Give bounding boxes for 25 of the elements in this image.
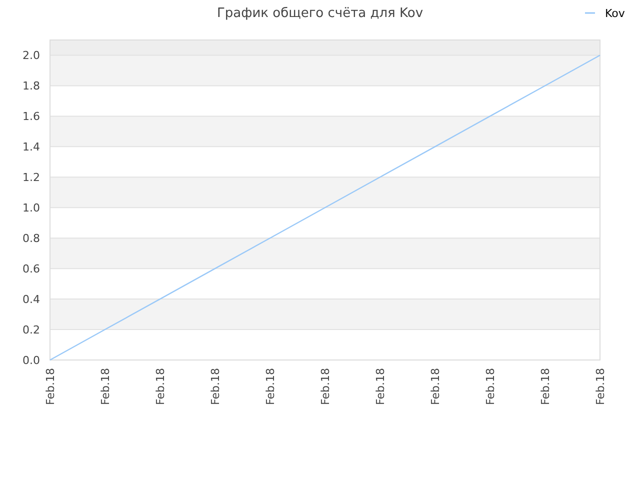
- line-series: [49, 54, 601, 361]
- x-tick-label: Feb.18: [154, 368, 167, 405]
- y-tick-label: 1.2: [22, 170, 40, 184]
- chart-title: График общего счёта для Kov: [216, 6, 424, 21]
- x-tick-label: Feb.18: [428, 368, 442, 405]
- y-tick-label: 2.0: [22, 49, 40, 62]
- x-tick-label: Feb.18: [318, 368, 332, 405]
- x-tick-label: Feb.18: [374, 368, 387, 405]
- y-tick-label: 0.4: [22, 292, 40, 306]
- x-tick-label: Feb.18: [538, 368, 552, 405]
- x-tick-label: Feb.18: [98, 368, 112, 405]
- x-tick-label: Feb.18: [594, 368, 607, 405]
- legend-label: Kov: [605, 6, 626, 20]
- y-tick-label: 1.6: [22, 110, 40, 124]
- x-tick-label: Feb.18: [44, 368, 57, 405]
- x-tick-label: Feb.18: [264, 368, 277, 405]
- y-tick-label: 0.2: [22, 323, 40, 336]
- y-tick-label: 1.4: [22, 140, 40, 154]
- y-tick-label: 0.8: [22, 232, 40, 245]
- x-tick-label: Feb.18: [208, 368, 222, 405]
- y-tick-label: 0.6: [22, 262, 40, 276]
- x-tick-label: Feb.18: [484, 368, 497, 405]
- y-tick-label: 0.0: [22, 354, 40, 367]
- y-tick-label: 1.0: [22, 201, 40, 214]
- y-tick-label: 1.8: [22, 80, 40, 93]
